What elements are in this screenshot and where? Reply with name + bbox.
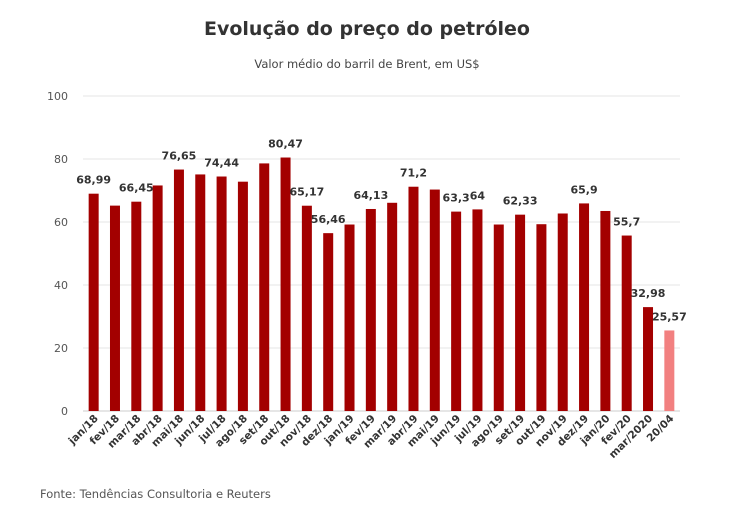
bar bbox=[237, 181, 248, 411]
data-label: 25,57 bbox=[652, 310, 687, 323]
data-label: 64 bbox=[470, 189, 486, 202]
source-note: Fonte: Tendências Consultoria e Reuters bbox=[40, 487, 271, 501]
bar bbox=[387, 202, 398, 411]
bar bbox=[195, 174, 206, 411]
data-label: 63,3 bbox=[443, 192, 470, 205]
data-label: 55,7 bbox=[613, 216, 640, 229]
data-label: 62,33 bbox=[503, 195, 538, 208]
bar bbox=[173, 169, 184, 411]
bar bbox=[408, 186, 419, 411]
bar bbox=[536, 224, 547, 411]
bar bbox=[664, 330, 675, 411]
chart-title: Evolução do preço do petróleo bbox=[204, 18, 530, 40]
bar bbox=[600, 210, 611, 411]
data-label: 80,47 bbox=[268, 138, 303, 151]
bar bbox=[493, 224, 504, 411]
data-label: 76,65 bbox=[162, 150, 197, 163]
gridlines bbox=[83, 95, 680, 412]
bar bbox=[323, 233, 334, 411]
data-label: 66,45 bbox=[119, 182, 154, 195]
bar bbox=[472, 209, 483, 411]
data-label: 71,2 bbox=[400, 167, 427, 180]
bar bbox=[557, 213, 568, 411]
bar bbox=[621, 235, 632, 411]
data-label: 32,98 bbox=[631, 287, 666, 300]
y-tick-label: 40 bbox=[54, 279, 68, 292]
bar bbox=[515, 214, 526, 411]
bar bbox=[365, 208, 376, 411]
bar bbox=[88, 193, 99, 411]
data-label: 65,17 bbox=[289, 186, 324, 199]
data-label: 65,9 bbox=[570, 183, 597, 196]
data-label: 56,46 bbox=[311, 213, 346, 226]
bar bbox=[301, 205, 312, 411]
bar bbox=[451, 211, 462, 411]
bar bbox=[643, 307, 654, 411]
y-tick-label: 80 bbox=[54, 153, 68, 166]
data-label: 68,99 bbox=[76, 174, 111, 187]
y-tick-label: 20 bbox=[54, 342, 68, 355]
bar bbox=[109, 205, 120, 411]
chart-subtitle: Valor médio do barril de Brent, em US$ bbox=[254, 57, 480, 71]
y-tick-label: 0 bbox=[61, 405, 68, 418]
data-label: 64,13 bbox=[353, 189, 388, 202]
bar bbox=[280, 157, 291, 411]
bar bbox=[216, 176, 227, 411]
bar bbox=[259, 163, 270, 411]
data-label: 74,44 bbox=[204, 157, 239, 170]
bar bbox=[429, 189, 440, 411]
bar bbox=[131, 201, 142, 411]
bar bbox=[344, 224, 355, 411]
y-axis-ticks: 0 20 40 60 80 100 bbox=[47, 90, 68, 418]
y-tick-label: 60 bbox=[54, 216, 68, 229]
bars bbox=[88, 157, 675, 411]
y-tick-label: 100 bbox=[47, 90, 68, 103]
bar bbox=[152, 185, 163, 411]
bar bbox=[579, 203, 590, 411]
x-axis-labels: jan/18fev/18mar/18abr/18mai/18jun/18jul/… bbox=[66, 413, 677, 461]
data-labels: 68,99 66,45 76,65 74,44 80,47 65,17 56,46 64,13… bbox=[76, 138, 686, 324]
